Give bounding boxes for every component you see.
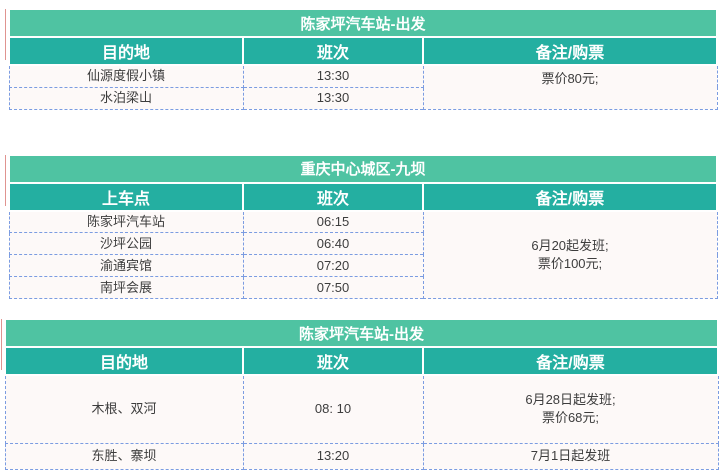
schedule-cell: 07:20 — [242, 254, 424, 277]
table-title: 陈家坪汽车站-出发 — [4, 318, 719, 348]
table-row: 仙源度假小镇 13:30 票价80元; — [8, 64, 718, 110]
table-title: 重庆中心城区-九坝 — [8, 153, 718, 184]
cell-text-line: 木根、双河 — [91, 401, 157, 417]
schedule-cell: 06:40 — [242, 232, 424, 255]
cell-text-line: 07:50 — [316, 279, 350, 295]
column-header-boarding-point: 上车点 — [8, 181, 244, 212]
schedule-table-2: 重庆中心城区-九坝 上车点 班次 备注/购票 陈家坪汽车站 06:15 6月20起发… — [5, 153, 718, 299]
cell-text-line: 06:15 — [316, 213, 350, 229]
location-cell: 陈家坪汽车站 — [8, 210, 244, 233]
cell-text-line: 陈家坪汽车站 — [86, 213, 165, 229]
table-row: 东胜、寨坝 13:20 7月1日起发班 — [4, 442, 719, 470]
notes-cell: 6月28日起发班; 票价68元; — [422, 374, 719, 444]
column-header-schedule: 班次 — [242, 346, 424, 376]
table-header-row: 目的地 班次 备注/购票 — [4, 346, 719, 376]
location-cell: 南坪会展 — [8, 276, 244, 299]
cell-text-line: 6月28日起发班; — [525, 392, 616, 408]
table-header-row: 上车点 班次 备注/购票 — [8, 181, 718, 212]
column-header-destination: 目的地 — [8, 36, 244, 66]
table-title: 陈家坪汽车站-出发 — [8, 8, 718, 38]
column-header-destination: 目的地 — [4, 346, 244, 376]
schedule-cell: 07:50 — [242, 276, 424, 299]
table-row: 南坪会展 07:50 — [8, 276, 717, 299]
table-header-row: 目的地 班次 备注/购票 — [8, 36, 718, 66]
cell-text-line: 仙源度假小镇 — [86, 68, 165, 84]
schedule-cell: 08: 10 — [242, 374, 424, 444]
schedule-cell: 06:15 — [242, 210, 424, 233]
schedule-cell: 13:30 — [242, 64, 424, 88]
table-row: 水泊梁山 13:30 — [8, 86, 717, 110]
location-cell: 东胜、寨坝 — [4, 442, 244, 470]
cell-text-line: 票价68元; — [541, 410, 600, 426]
cell-text-line: 票价80元; — [541, 71, 599, 86]
cell-text-line: 07:20 — [316, 257, 350, 273]
column-header-notes: 备注/购票 — [422, 36, 718, 66]
cell-text-line: 沙坪公园 — [99, 235, 152, 251]
table-row: 陈家坪汽车站 06:15 6月20起发班; 票价100元; — [8, 210, 718, 299]
table-title-row: 陈家坪汽车站-出发 — [4, 318, 719, 348]
location-cell: 水泊梁山 — [8, 86, 244, 110]
schedule-table-1: 陈家坪汽车站-出发 目的地 班次 备注/购票 仙源度假小镇 13:30 票价80元;… — [5, 8, 718, 110]
column-header-notes: 备注/购票 — [422, 181, 718, 212]
cell-text-line: 13:30 — [316, 68, 350, 84]
cell-text-line: 13:30 — [316, 90, 350, 105]
schedule-cell: 13:20 — [242, 442, 424, 470]
cell-text-line: 渝通宾馆 — [99, 257, 152, 273]
schedule-table-3: 陈家坪汽车站-出发 目的地 班次 备注/购票 木根、双河 08: 10 6月28日起… — [1, 318, 719, 470]
schedule-cell: 13:30 — [242, 86, 424, 110]
cell-text-line: 08: 10 — [314, 401, 352, 417]
cell-text-line: 水泊梁山 — [99, 90, 152, 105]
table-row: 渝通宾馆 07:20 — [8, 254, 717, 277]
cell-text-line: 票价100元; — [537, 255, 603, 271]
notes-cell: 票价80元; — [422, 64, 718, 110]
column-header-notes: 备注/购票 — [422, 346, 719, 376]
cell-text-line: 东胜、寨坝 — [91, 448, 157, 463]
column-header-schedule: 班次 — [242, 181, 424, 212]
column-header-schedule: 班次 — [242, 36, 424, 66]
cell-text-line: 7月1日起发班 — [530, 448, 611, 463]
cell-text-line: 13:20 — [316, 448, 350, 463]
location-cell: 渝通宾馆 — [8, 254, 244, 277]
notes-cell: 6月20起发班; 票价100元; — [422, 210, 718, 299]
location-cell: 沙坪公园 — [8, 232, 244, 255]
cell-text-line: 06:40 — [316, 235, 350, 251]
location-cell: 木根、双河 — [4, 374, 244, 444]
cell-text-line: 6月20起发班; — [531, 237, 609, 253]
table-title-row: 陈家坪汽车站-出发 — [8, 8, 718, 38]
cell-text-line: 南坪会展 — [99, 279, 152, 295]
location-cell: 仙源度假小镇 — [8, 64, 244, 88]
notes-cell: 7月1日起发班 — [422, 442, 719, 470]
table-row: 木根、双河 08: 10 6月28日起发班; 票价68元; — [4, 374, 719, 444]
table-row: 沙坪公园 06:40 — [8, 232, 717, 255]
table-title-row: 重庆中心城区-九坝 — [8, 153, 718, 184]
